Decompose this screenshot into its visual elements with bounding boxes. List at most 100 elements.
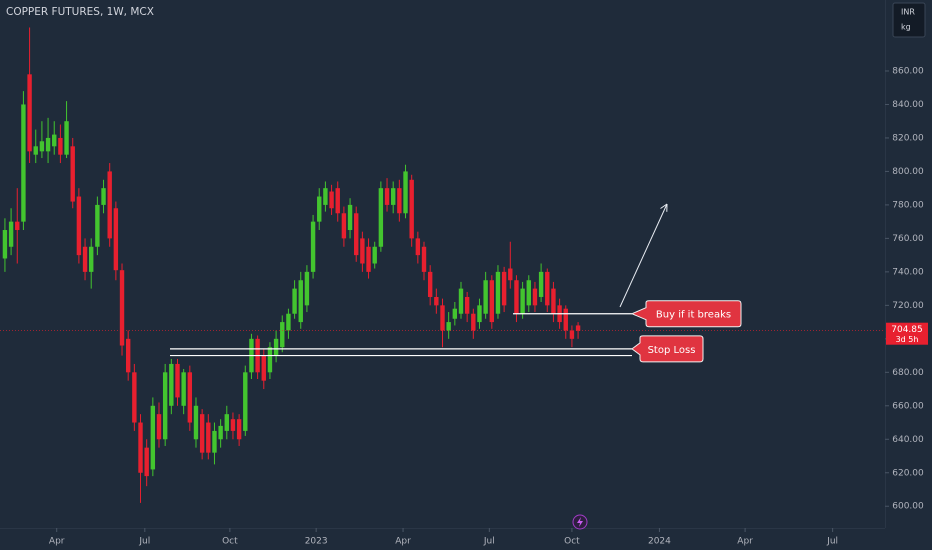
y-tick-label: 800.00 <box>892 167 924 177</box>
unit-box[interactable] <box>892 2 926 38</box>
candle-body <box>489 280 495 323</box>
x-tick-label: Jul <box>138 537 150 547</box>
candle-body <box>169 363 174 406</box>
currency: INR <box>901 8 915 17</box>
candle-body <box>33 146 38 155</box>
candle-body <box>21 104 26 222</box>
candle-body <box>310 221 316 272</box>
candle-body <box>347 204 353 231</box>
candle-body <box>427 271 433 297</box>
candle-body <box>464 296 470 314</box>
candle-body <box>292 288 297 314</box>
candle-body <box>335 188 340 214</box>
candle-body <box>495 271 501 314</box>
candle-body <box>27 74 32 152</box>
candle-body <box>304 271 310 306</box>
candle-body <box>261 355 266 381</box>
candle-body <box>409 179 414 239</box>
candle-body <box>181 372 186 406</box>
last-price-label: 704.85 <box>891 325 923 335</box>
candle-body <box>224 414 229 431</box>
candle-body <box>113 208 119 271</box>
candle-body <box>144 447 149 477</box>
candle-body <box>286 313 291 331</box>
candle-body <box>551 288 556 314</box>
candle-body <box>403 171 408 214</box>
candle-body <box>575 325 581 331</box>
candle-body <box>477 305 482 323</box>
y-tick-label: 760.00 <box>892 234 924 244</box>
candle-body <box>545 271 550 306</box>
candle-body <box>532 288 538 306</box>
candle-body <box>538 271 544 297</box>
candle-body <box>520 288 525 314</box>
x-tick-label: 2024 <box>648 537 671 547</box>
candle-body <box>193 405 199 440</box>
candle-body <box>206 422 211 453</box>
chart-title: COPPER FUTURES, 1W, MCX <box>6 6 154 18</box>
candle-body <box>354 213 359 256</box>
candle-body <box>107 171 112 239</box>
candle-body <box>132 372 137 423</box>
candle-body <box>452 308 458 319</box>
y-tick-label: 600.00 <box>892 502 924 512</box>
candle-body <box>230 419 236 431</box>
y-tick-label: 620.00 <box>892 468 924 478</box>
y-tick-label: 640.00 <box>892 435 924 445</box>
candle-body <box>243 372 248 431</box>
countdown-label: 3d 5h <box>896 335 919 344</box>
candle-body <box>440 305 445 331</box>
candle-body <box>483 280 488 314</box>
candle-body <box>199 414 205 453</box>
candle-body <box>280 322 285 348</box>
candle-body <box>267 347 273 373</box>
candle-body <box>421 246 427 272</box>
candle-body <box>501 271 507 306</box>
candle-body <box>187 372 193 423</box>
candle-body <box>2 230 8 259</box>
callout-box <box>631 335 704 363</box>
candle-body <box>70 146 75 202</box>
candle-body <box>366 246 371 272</box>
candle-body <box>273 338 279 356</box>
candle-body <box>458 288 464 314</box>
candle-body <box>372 246 377 264</box>
candle-body <box>397 188 402 214</box>
callout-box <box>630 300 742 328</box>
candle-body <box>508 268 513 281</box>
candle-body <box>156 414 162 440</box>
candle-body <box>514 280 519 314</box>
candle-body <box>360 238 365 264</box>
candle-body <box>415 238 421 256</box>
candle-body <box>39 141 45 152</box>
candle-body <box>378 188 384 247</box>
candle-body <box>218 425 223 440</box>
y-tick-label: 860.00 <box>892 66 924 76</box>
candle-body <box>526 280 531 306</box>
candle-body <box>95 204 100 247</box>
y-tick-label: 820.00 <box>892 133 924 143</box>
candle-body <box>390 188 396 205</box>
y-tick-label: 680.00 <box>892 368 924 378</box>
y-tick-label: 720.00 <box>892 301 924 311</box>
y-tick-label: 840.00 <box>892 100 924 110</box>
candle-body <box>76 196 82 256</box>
candle-body <box>317 196 322 222</box>
candle-body <box>52 134 57 147</box>
y-tick-label: 660.00 <box>892 401 924 411</box>
candle-body <box>569 330 575 339</box>
x-tick-label: 2023 <box>305 537 328 547</box>
candle-body <box>89 246 94 272</box>
x-tick-label: Apr <box>49 537 65 547</box>
candle-body <box>82 246 88 272</box>
last-price-tag <box>886 322 928 345</box>
candle-body <box>175 363 180 398</box>
candle-body <box>563 308 568 331</box>
x-tick-label: Oct <box>564 537 580 547</box>
x-tick-label: Apr <box>737 537 753 547</box>
x-tick-label: Apr <box>395 537 411 547</box>
candle-body <box>58 137 63 155</box>
candle-body <box>101 188 106 205</box>
x-tick-label: Oct <box>222 537 238 547</box>
unit: kg <box>901 23 911 32</box>
